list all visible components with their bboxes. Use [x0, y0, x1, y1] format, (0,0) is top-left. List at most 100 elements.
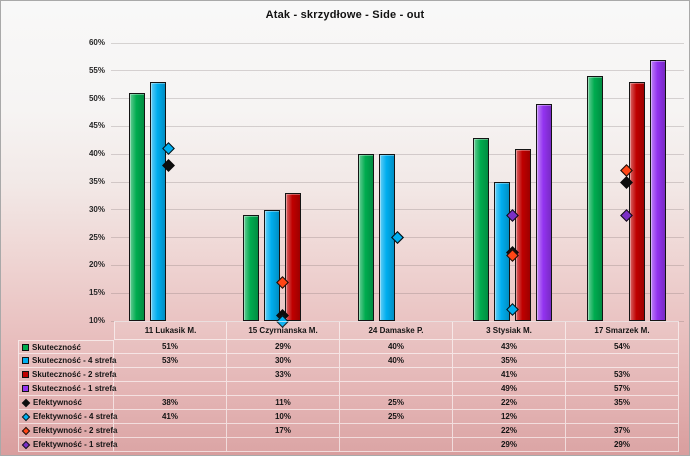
table-value-cell [566, 410, 679, 424]
bar [243, 215, 260, 321]
legend-diamond-icon [21, 412, 31, 421]
table-value-cell: 29% [227, 340, 340, 354]
y-axis-label: 10% [88, 316, 105, 325]
table-value-cell [114, 438, 227, 452]
table-value-cell: 49% [453, 382, 566, 396]
legend-label: Skuteczność - 2 strefa [32, 370, 117, 379]
bar [493, 182, 510, 321]
table-value-cell: 11% [227, 396, 340, 410]
table-value-cell: 41% [453, 368, 566, 382]
gridline [111, 42, 684, 44]
y-axis-label: 60% [88, 38, 105, 47]
table-corner [18, 321, 114, 340]
table-column-header: 15 Czyrnianska M. [227, 321, 340, 340]
legend-cell: Efektywność - 2 strefa [18, 424, 118, 438]
legend-square-icon [22, 385, 29, 392]
table-value-cell: 25% [340, 396, 453, 410]
table-value-cell: 25% [340, 410, 453, 424]
y-axis-label: 15% [88, 288, 105, 298]
bar [264, 209, 281, 321]
table-value-cell: 30% [227, 354, 340, 368]
gridline [111, 70, 684, 72]
legend-cell: Efektywność - 4 strefa [18, 410, 117, 424]
table-value-cell: 53% [114, 354, 227, 368]
table-value-cell: 22% [453, 396, 566, 410]
table-value-cell [340, 424, 453, 438]
y-axis-label: 40% [88, 149, 105, 159]
gridline [111, 153, 684, 155]
table-value-cell [227, 382, 340, 396]
legend-label: Efektywność - 1 strefa [33, 440, 118, 449]
bar [650, 59, 667, 321]
table-value-cell: 12% [453, 410, 566, 424]
table-value-cell: 51% [114, 340, 227, 354]
legend-diamond-icon [21, 440, 31, 449]
y-axis-label: 25% [88, 232, 105, 242]
table-value-cell [340, 368, 453, 382]
gridline [111, 209, 684, 211]
table-value-cell: 40% [340, 354, 453, 368]
legend-cell: Skuteczność [18, 340, 114, 354]
legend-label: Skuteczność [32, 342, 81, 352]
table-value-cell: 53% [566, 368, 679, 382]
table-value-cell [340, 438, 453, 452]
bar [285, 193, 302, 321]
table-value-cell [340, 382, 453, 396]
legend-cell: Skuteczność - 1 strefa [18, 382, 117, 396]
table-value-cell: 29% [453, 438, 566, 452]
legend-cell: Skuteczność - 4 strefa [18, 354, 116, 368]
table-value-cell [114, 368, 227, 382]
table-column-header: 17 Smarzek M. [566, 321, 679, 340]
table-value-cell: 10% [227, 410, 340, 424]
table-column-header: 3 Stysiak M. [453, 321, 566, 340]
legend-cell: Efektywność [18, 396, 114, 410]
table-value-cell: 35% [566, 396, 679, 410]
y-axis-label: 30% [88, 204, 105, 214]
bar [128, 93, 145, 321]
legend-diamond-icon [21, 426, 31, 435]
table-value-cell [114, 424, 227, 438]
table-value-cell: 54% [566, 340, 679, 354]
table-value-cell: 37% [566, 424, 679, 438]
bar [629, 81, 646, 321]
gridline [111, 125, 684, 127]
gridline [111, 264, 684, 266]
legend-label: Efektywność - 2 strefa [33, 426, 118, 435]
chart-title: Atak - skrzydłowe - Side - out [265, 9, 425, 21]
table-value-cell: 41% [114, 410, 227, 424]
bar [587, 76, 604, 321]
bar [358, 154, 374, 321]
legend-diamond-icon [21, 398, 31, 407]
bar [379, 154, 395, 321]
table-value-cell: 40% [340, 340, 453, 354]
legend-square-icon [22, 357, 29, 364]
table-value-cell [566, 354, 679, 368]
table-value-cell [227, 438, 340, 452]
table-value-cell: 35% [453, 354, 566, 368]
bar [514, 148, 531, 321]
gridline [111, 292, 684, 294]
table-value-cell: 33% [227, 368, 340, 382]
bar [535, 104, 552, 321]
table-value-cell: 29% [566, 438, 679, 452]
table-column-header: 24 Damaske P. [340, 321, 453, 340]
legend-label: Efektywność [33, 398, 82, 407]
data-table: 11 Lukasik M. 15 Czyrnianska M. 24 Damaske… [18, 321, 679, 452]
table-value-cell: 22% [453, 424, 566, 438]
legend-square-icon [22, 343, 29, 351]
table-value-cell: 17% [227, 424, 340, 438]
bar [472, 137, 489, 321]
legend-cell: Skuteczność - 2 strefa [18, 368, 117, 382]
table-value-cell: 57% [566, 382, 679, 396]
bar [149, 81, 166, 321]
table-value-cell: 43% [453, 340, 566, 354]
y-axis-label: 35% [88, 177, 105, 186]
y-axis-label: 55% [88, 65, 105, 75]
legend-square-icon [22, 371, 29, 378]
table-value-cell: 38% [114, 396, 227, 410]
legend-cell: Efektywność - 1 strefa [18, 438, 118, 452]
y-axis-label: 45% [88, 121, 105, 131]
y-axis-label: 50% [88, 93, 105, 103]
legend-label: Skuteczność - 1 strefa [32, 384, 117, 393]
